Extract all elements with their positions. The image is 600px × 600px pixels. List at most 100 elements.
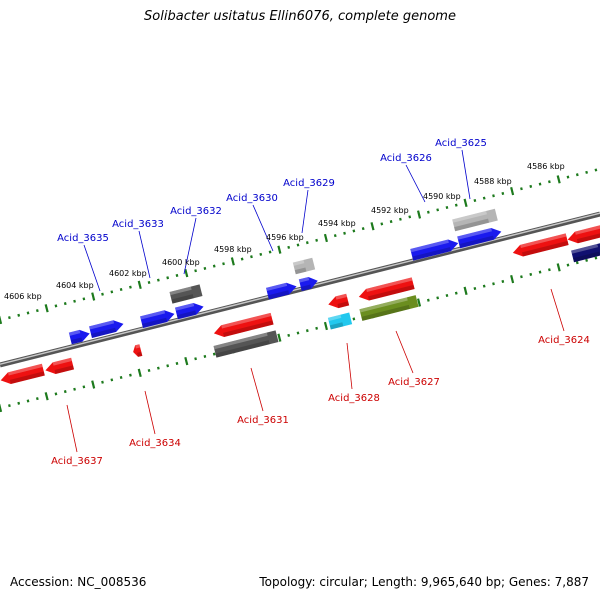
gene-label[interactable]: Acid_3633: [112, 219, 164, 230]
upper-scale-dot: [529, 184, 533, 188]
label-leader-line: [144, 390, 156, 435]
upper-scale-major-tick: [44, 304, 49, 313]
upper-scale-dot: [333, 234, 337, 238]
lower-scale-dot: [566, 263, 570, 267]
gene-label[interactable]: Acid_3629: [283, 178, 335, 189]
upper-scale-dot: [408, 215, 412, 219]
lower-scale-dot: [156, 366, 160, 370]
upper-scale-dot: [222, 262, 225, 266]
gene-label[interactable]: Acid_3634: [129, 438, 181, 449]
gene-label[interactable]: Acid_3632: [170, 206, 222, 217]
upper-scale-dot: [380, 222, 384, 226]
upper-scale-major-tick: [556, 175, 561, 184]
upper-scale-dot: [175, 273, 179, 277]
gene-acid-3629b[interactable]: [298, 275, 319, 292]
label-leader-line: [405, 164, 426, 203]
lower-scale-dot: [194, 357, 197, 361]
scale-label: 4592 kbp: [371, 206, 409, 215]
gene-acid-3626[interactable]: [410, 237, 459, 261]
lower-scale-dot: [575, 261, 579, 265]
lower-scale-dot: [73, 387, 76, 391]
gene-acid-3637[interactable]: [0, 363, 45, 386]
lower-scale-dot: [585, 258, 588, 262]
gene-acid-3635[interactable]: [68, 328, 91, 345]
gene-label[interactable]: Acid_3624: [538, 335, 590, 346]
gene-acid-3633[interactable]: [140, 308, 176, 328]
gene-acid-3624[interactable]: [511, 233, 569, 258]
upper-scale-dot: [147, 280, 151, 285]
genome-backbone: [0, 211, 600, 368]
gene-acid-3630[interactable]: [265, 281, 298, 300]
lower-scale-dot: [482, 284, 486, 288]
upper-scale-dot: [305, 241, 309, 245]
upper-scale-dot: [585, 170, 588, 174]
label-leader-line: [550, 288, 565, 332]
gene-acid-3628b[interactable]: [327, 293, 350, 311]
gene-acid-3627b[interactable]: [357, 277, 415, 302]
lower-scale-major-tick: [556, 263, 561, 272]
upper-scale-dot: [54, 304, 58, 308]
upper-scale-dot: [538, 182, 542, 186]
upper-scale-dot: [501, 191, 505, 195]
upper-scale-dot: [445, 205, 449, 210]
label-leader-line: [138, 230, 151, 279]
lower-scale-dot: [305, 329, 309, 333]
gene-acid-3635b[interactable]: [89, 318, 125, 338]
gene-acid-3624b[interactable]: [566, 222, 600, 246]
gene-label[interactable]: Acid_3635: [57, 233, 109, 244]
upper-scale-major-tick: [0, 315, 3, 325]
upper-scale-dot: [101, 292, 104, 296]
label-leader-line: [301, 189, 309, 234]
lower-scale-dot: [8, 404, 11, 408]
lower-scale-dot: [212, 352, 216, 356]
lower-scale-dot: [119, 375, 123, 380]
gene-label[interactable]: Acid_3628: [328, 393, 380, 404]
upper-scale-dot: [8, 316, 11, 320]
gene-acid-3628[interactable]: [327, 312, 353, 330]
gene-acid-3631b[interactable]: [212, 312, 274, 339]
upper-scale-major-tick: [463, 198, 468, 207]
gene-label[interactable]: Acid_3626: [380, 153, 432, 164]
lower-scale-dot: [110, 378, 114, 382]
genome-title: Solibacter usitatus Ellin6076, complete …: [144, 9, 456, 24]
genome-stats-text: Topology: circular; Length: 9,965,640 bp…: [259, 575, 589, 589]
scale-label: 4596 kbp: [266, 233, 304, 242]
label-leader-line: [252, 204, 274, 252]
gene-acid-3632[interactable]: [169, 284, 203, 304]
gene-acid-3634[interactable]: [132, 344, 143, 358]
upper-scale-dot: [240, 257, 244, 261]
lower-scale-major-tick: [323, 321, 328, 331]
upper-scale-dot: [352, 229, 356, 233]
gene-acid-3632b[interactable]: [174, 301, 205, 320]
gene-label[interactable]: Acid_3637: [51, 456, 103, 467]
lower-scale-dot: [147, 368, 151, 373]
gene-acid-3625b[interactable]: [457, 226, 503, 249]
upper-scale-dot: [17, 313, 21, 317]
gene-label[interactable]: Acid_3627: [388, 377, 440, 388]
gene-acid-3623[interactable]: [571, 241, 600, 263]
upper-scale-dot: [436, 208, 440, 212]
lower-scale-major-tick: [463, 286, 468, 295]
gene-label[interactable]: Acid_3625: [435, 138, 487, 149]
lower-scale-dot: [445, 293, 449, 298]
lower-scale-dot: [426, 298, 430, 302]
gene-label[interactable]: Acid_3630: [226, 193, 278, 204]
upper-scale-dot: [156, 278, 160, 282]
gene-acid-3627[interactable]: [359, 295, 419, 321]
upper-scale-dot: [63, 302, 67, 306]
lower-scale-dot: [492, 282, 495, 286]
gene-acid-3631[interactable]: [213, 330, 279, 358]
gene-label[interactable]: Acid_3631: [237, 415, 289, 426]
upper-scale-dot: [35, 309, 39, 313]
lower-scale-dot: [54, 392, 58, 396]
lower-scale-dot: [538, 270, 542, 274]
gene-acid-3637b[interactable]: [44, 357, 75, 376]
upper-scale-dot: [110, 290, 114, 294]
gene-acid-3625[interactable]: [452, 208, 498, 232]
gene-acid-3629[interactable]: [292, 257, 316, 275]
lower-scale-dot: [436, 296, 440, 300]
label-leader-line: [461, 149, 471, 200]
label-leader-line: [83, 244, 101, 292]
